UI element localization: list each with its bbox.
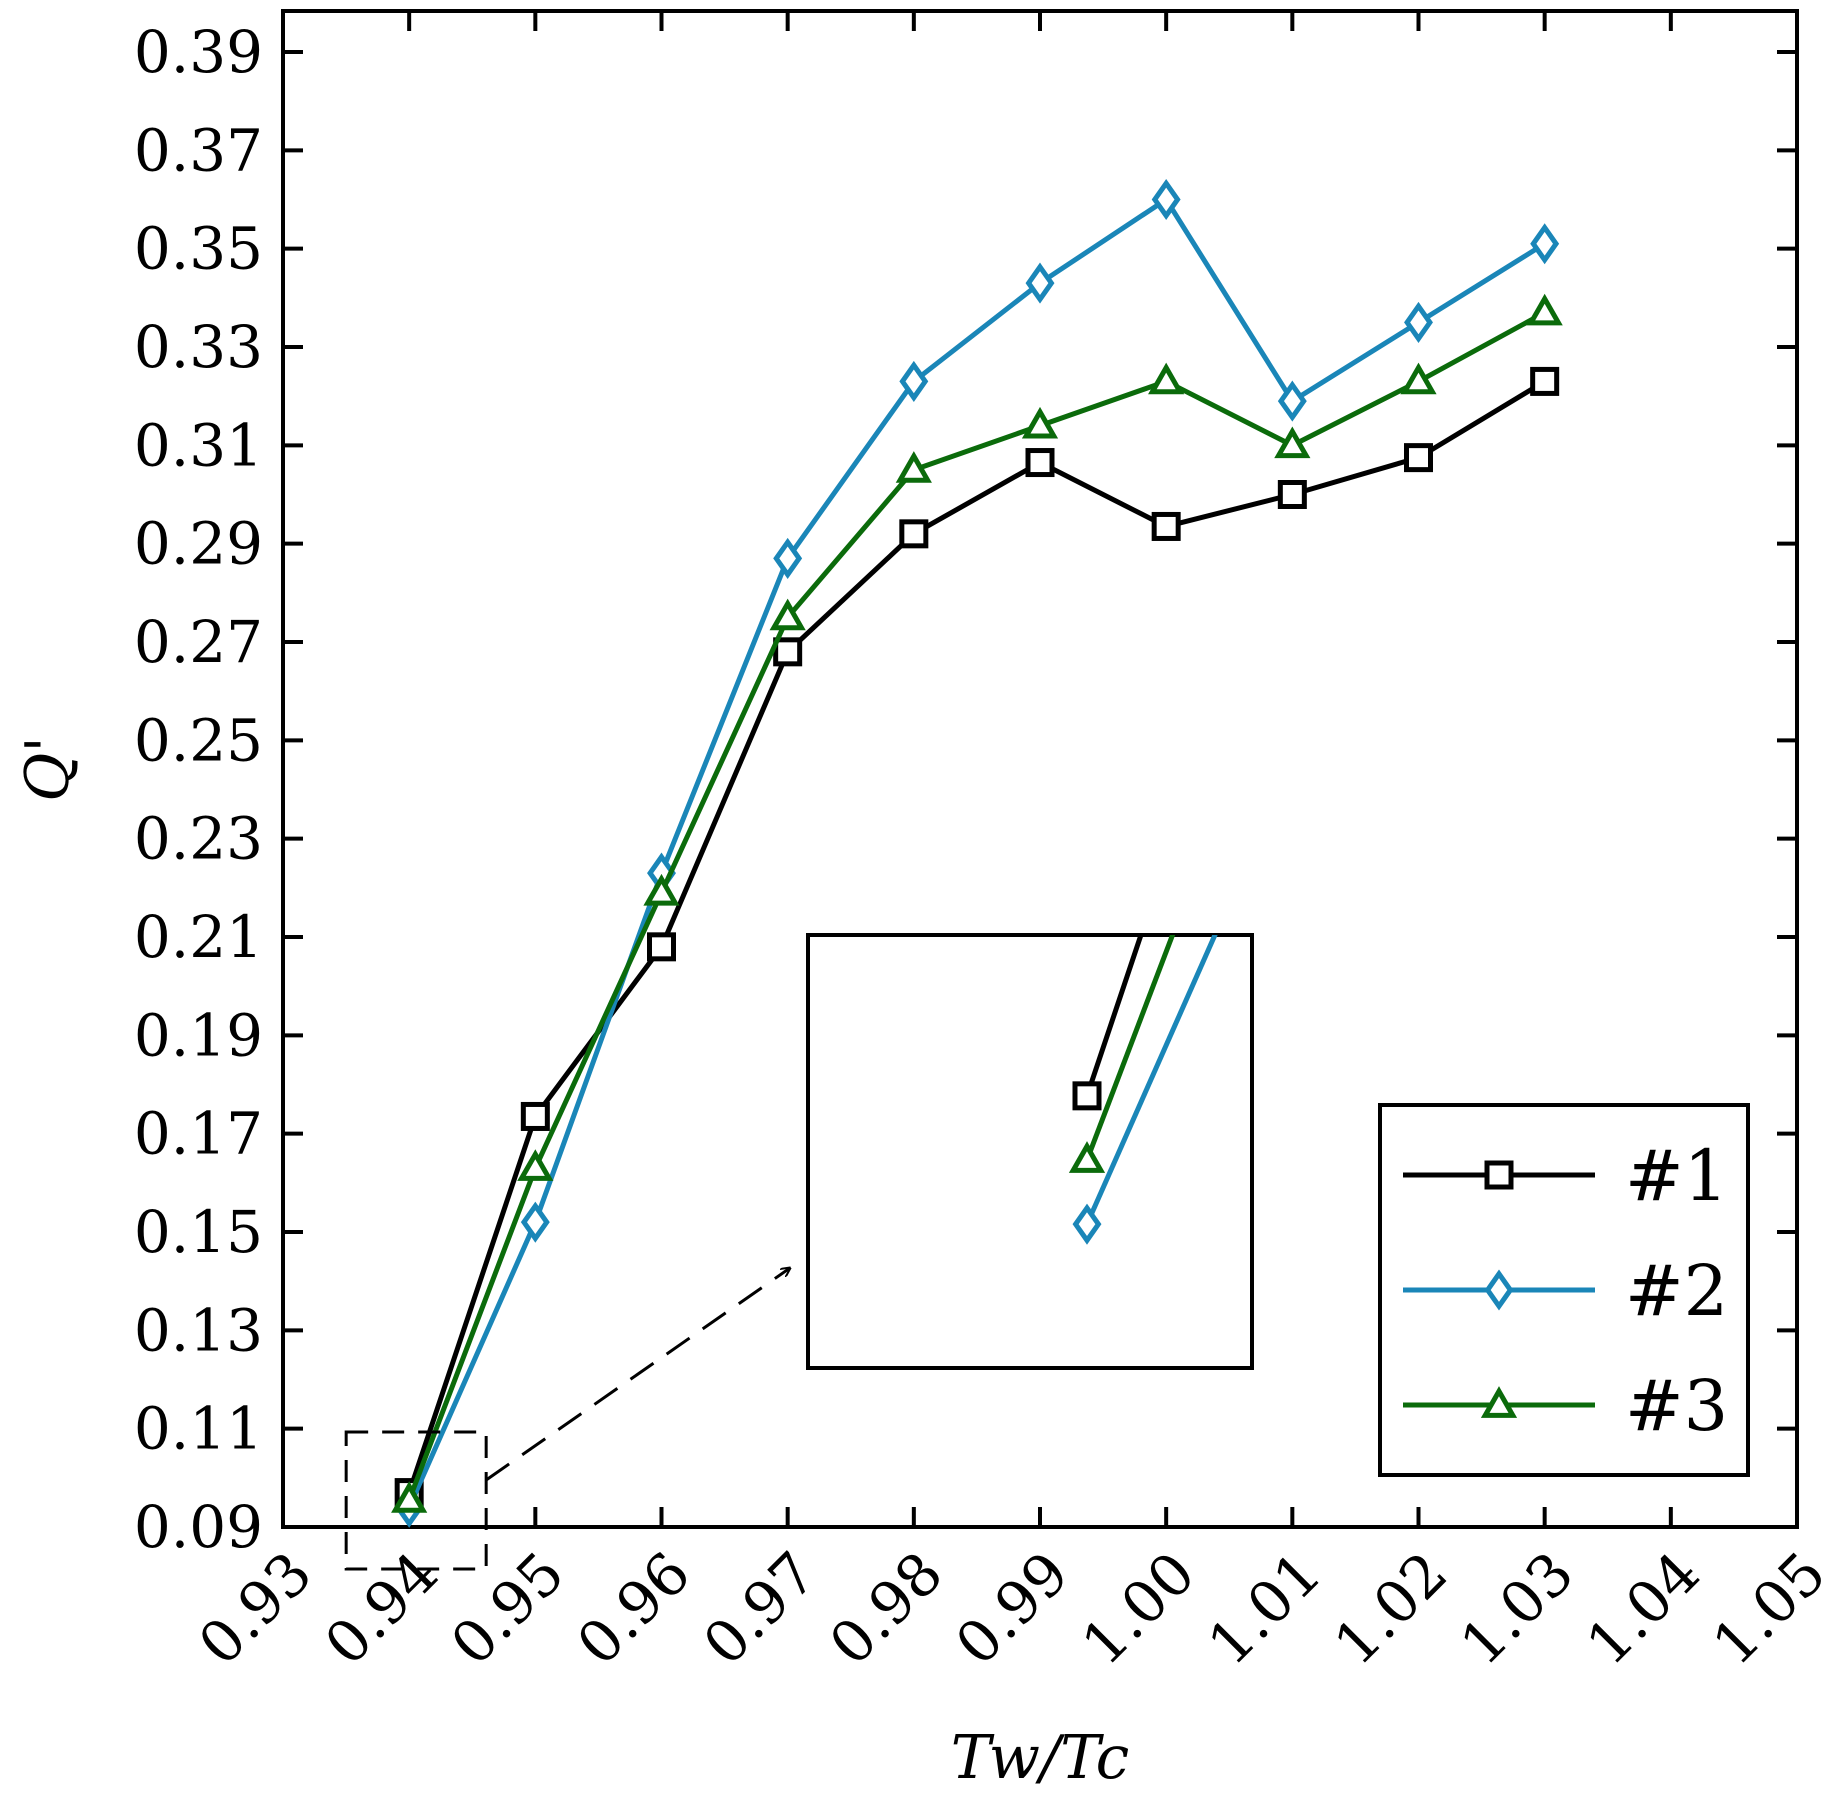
legend-item-3: #3 <box>1403 1365 1728 1447</box>
data-point-1 <box>1151 511 1181 541</box>
data-point-1 <box>520 1101 550 1131</box>
x-tick-label: 1.05 <box>1700 1539 1832 1678</box>
legend-marker <box>1480 1386 1518 1418</box>
y-tick-label: 0.29 <box>134 510 263 578</box>
x-tick-label: 1.01 <box>1195 1539 1334 1678</box>
x-axis-title: Tw/Tc <box>951 1723 1129 1793</box>
y-tick-label: 0.35 <box>134 215 263 283</box>
data-point-1 <box>1530 366 1560 396</box>
x-tick-label: 0.97 <box>690 1539 829 1678</box>
y-tick-label: 0.11 <box>134 1395 263 1463</box>
y-tick-label: 0.09 <box>134 1493 263 1561</box>
data-point-3 <box>1021 406 1059 439</box>
data-point-1 <box>1404 443 1433 473</box>
data-point-2 <box>1277 380 1307 422</box>
y-tick-label: 0.13 <box>134 1296 263 1364</box>
data-point-3 <box>1274 426 1311 459</box>
data-point-2 <box>773 537 803 579</box>
series-layer <box>391 178 1563 1528</box>
data-point-3 <box>769 598 806 631</box>
zoom-arrow <box>485 1268 790 1482</box>
inset-data-point-2 <box>1072 1203 1102 1245</box>
inset-content <box>1068 935 1218 1245</box>
x-tick-label: 1.03 <box>1447 1539 1586 1678</box>
series-line-3 <box>406 310 1546 1501</box>
series-line-2 <box>406 197 1546 1509</box>
y-axis-title: Q' <box>13 736 83 802</box>
y-tick-label: 0.27 <box>134 608 263 676</box>
data-point-3 <box>391 1481 428 1513</box>
y-tick-label: 0.33 <box>134 313 263 381</box>
data-point-3 <box>1400 362 1437 395</box>
data-point-2 <box>1404 301 1433 343</box>
x-tick-label: 1.00 <box>1069 1539 1208 1678</box>
legend-label: #1 <box>1625 1135 1728 1217</box>
x-tick-label: 1.02 <box>1321 1539 1460 1678</box>
inset-data-point-3 <box>1068 1141 1106 1173</box>
y-tick-label: 0.37 <box>134 116 263 184</box>
legend-item-1: #1 <box>1403 1135 1728 1217</box>
y-tick-label: 0.23 <box>134 805 263 873</box>
y-tick-label: 0.31 <box>134 411 263 479</box>
data-point-3 <box>1148 362 1185 395</box>
y-tick-label: 0.15 <box>134 1198 263 1266</box>
legend-label: #3 <box>1625 1365 1728 1447</box>
y-tick-label: 0.21 <box>134 903 263 971</box>
data-point-2 <box>520 1201 550 1243</box>
inset-panel <box>806 933 1254 1370</box>
x-tick-label: 0.95 <box>438 1539 577 1678</box>
data-point-2 <box>899 360 929 402</box>
legend-marker <box>1484 1269 1514 1311</box>
data-point-2 <box>1025 262 1055 304</box>
y-tick-label: 0.25 <box>134 706 263 774</box>
x-tick-label: 1.04 <box>1573 1539 1712 1678</box>
x-tick-label: 0.94 <box>312 1539 451 1678</box>
data-point-1 <box>647 932 676 962</box>
y-tick-label: 0.17 <box>134 1100 263 1168</box>
x-tick-label: 0.99 <box>943 1539 1082 1678</box>
data-point-1 <box>899 519 929 549</box>
data-point-1 <box>1277 480 1307 509</box>
data-point-3 <box>895 451 932 483</box>
data-point-1 <box>773 637 803 667</box>
inset-series-line-1 <box>1084 935 1144 1097</box>
data-point-3 <box>517 1149 554 1181</box>
data-point-3 <box>1526 293 1563 326</box>
data-point-1 <box>1025 448 1055 478</box>
x-tick-label: 0.98 <box>816 1539 955 1678</box>
data-point-3 <box>643 873 680 906</box>
legend-marker <box>1484 1160 1514 1190</box>
legend-item-2: #2 <box>1403 1250 1728 1332</box>
data-point-2 <box>1151 178 1181 221</box>
legend-layer: #1 #2 #3 <box>1378 1103 1750 1477</box>
inset-layer <box>344 933 1254 1571</box>
x-tick-label: 0.96 <box>564 1539 703 1678</box>
inset-data-point-1 <box>1072 1081 1102 1111</box>
legend-label: #2 <box>1625 1250 1728 1332</box>
y-tick-label: 0.39 <box>134 18 263 86</box>
y-tick-label: 0.19 <box>134 1001 263 1069</box>
data-point-2 <box>1530 223 1560 265</box>
zoom-source-box <box>344 1430 488 1571</box>
